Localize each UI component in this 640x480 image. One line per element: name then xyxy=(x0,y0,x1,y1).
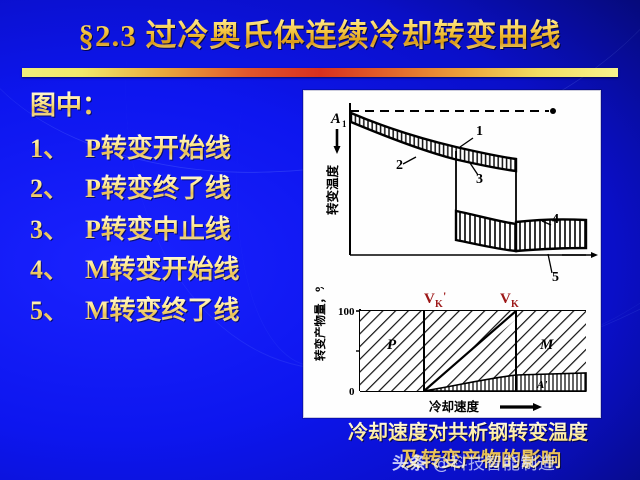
pf-austenite-band xyxy=(423,372,587,392)
cct-martensite-band-right xyxy=(514,218,588,253)
legend-header: 图中： xyxy=(30,90,298,123)
legend-item-2: 2、 P转变终了线 xyxy=(30,173,298,206)
legend-item-3: 3、 P转变中止线 xyxy=(30,214,298,247)
cct-martensite-band-left xyxy=(454,209,518,253)
legend-item-2-label: P转变终了线 xyxy=(85,174,231,203)
cct-callout-3: 3 xyxy=(476,172,483,187)
legend-item-4: 4、 M转变开始线 xyxy=(30,254,298,287)
pf-region-m: M xyxy=(539,337,554,353)
vk-label: V xyxy=(500,291,511,307)
figure-panel: 转变温度 A 1 xyxy=(303,90,601,418)
legend-item-5-number: 5、 xyxy=(30,295,70,325)
pf-ytick-0: 0 xyxy=(349,386,355,398)
legend-item-4-number: 4、 xyxy=(30,255,70,284)
legend-item-1-number: 1、 xyxy=(30,133,70,163)
pf-xaxis-arrow-icon xyxy=(500,403,542,411)
product-fraction-diagram: V K ' V K xyxy=(313,287,587,414)
cct-a1-label: A xyxy=(330,111,341,127)
cct-diagram: 转变温度 A 1 xyxy=(325,103,598,285)
temperature-arrow-icon xyxy=(333,129,341,154)
cct-callout-5: 5 xyxy=(552,270,559,285)
svg-text:': ' xyxy=(443,289,446,303)
caption-line-1: 冷却速度对共析钢转变温度 xyxy=(348,422,588,444)
legend-item-5-label: M转变终了线 xyxy=(85,295,240,325)
cct-callout-4: 4 xyxy=(552,212,559,227)
legend-list: 图中： 1、 P转变开始线 2、 P转变终了线 3、 P转变中止线 4、 M转变开始线 … xyxy=(30,90,298,335)
legend-item-1-label: P转变开始线 xyxy=(85,133,231,163)
pf-xlabel: 冷却速度 xyxy=(429,399,480,414)
watermark-source: 头条 xyxy=(392,454,427,474)
legend-item-3-label: P转变中止线 xyxy=(85,214,231,244)
svg-text:K: K xyxy=(435,299,443,310)
watermark: 头条 @科技智能制造 xyxy=(392,449,555,474)
pf-region-p: P xyxy=(387,337,397,353)
legend-item-1: 1、 P转变开始线 xyxy=(30,133,298,166)
cct-callout-1: 1 xyxy=(476,124,483,139)
pf-ytick-100: 100 xyxy=(338,306,355,318)
pf-ylabel: 转变产物量，% xyxy=(313,287,327,361)
watermark-handle: @科技智能制造 xyxy=(432,454,556,474)
slide-title: §2.3 过冷奥氏体连续冷却转变曲线 xyxy=(0,10,640,55)
title-divider-bar xyxy=(22,68,618,77)
legend-item-3-number: 3、 xyxy=(30,214,70,244)
legend-item-5: 5、 M转变终了线 xyxy=(30,295,298,328)
svg-text:K: K xyxy=(511,299,519,310)
cct-a1-subscript: 1 xyxy=(342,119,347,129)
pf-m-boundary xyxy=(423,310,517,392)
cct-callout-2: 2 xyxy=(396,158,403,173)
cct-pearlite-band xyxy=(349,111,518,173)
vk-prime-label: V xyxy=(424,291,435,307)
legend-item-2-number: 2、 xyxy=(30,174,70,203)
legend-item-4-label: M转变开始线 xyxy=(85,255,240,284)
pf-region-a: A' xyxy=(536,379,547,391)
cct-ylabel: 转变温度 xyxy=(325,164,340,215)
